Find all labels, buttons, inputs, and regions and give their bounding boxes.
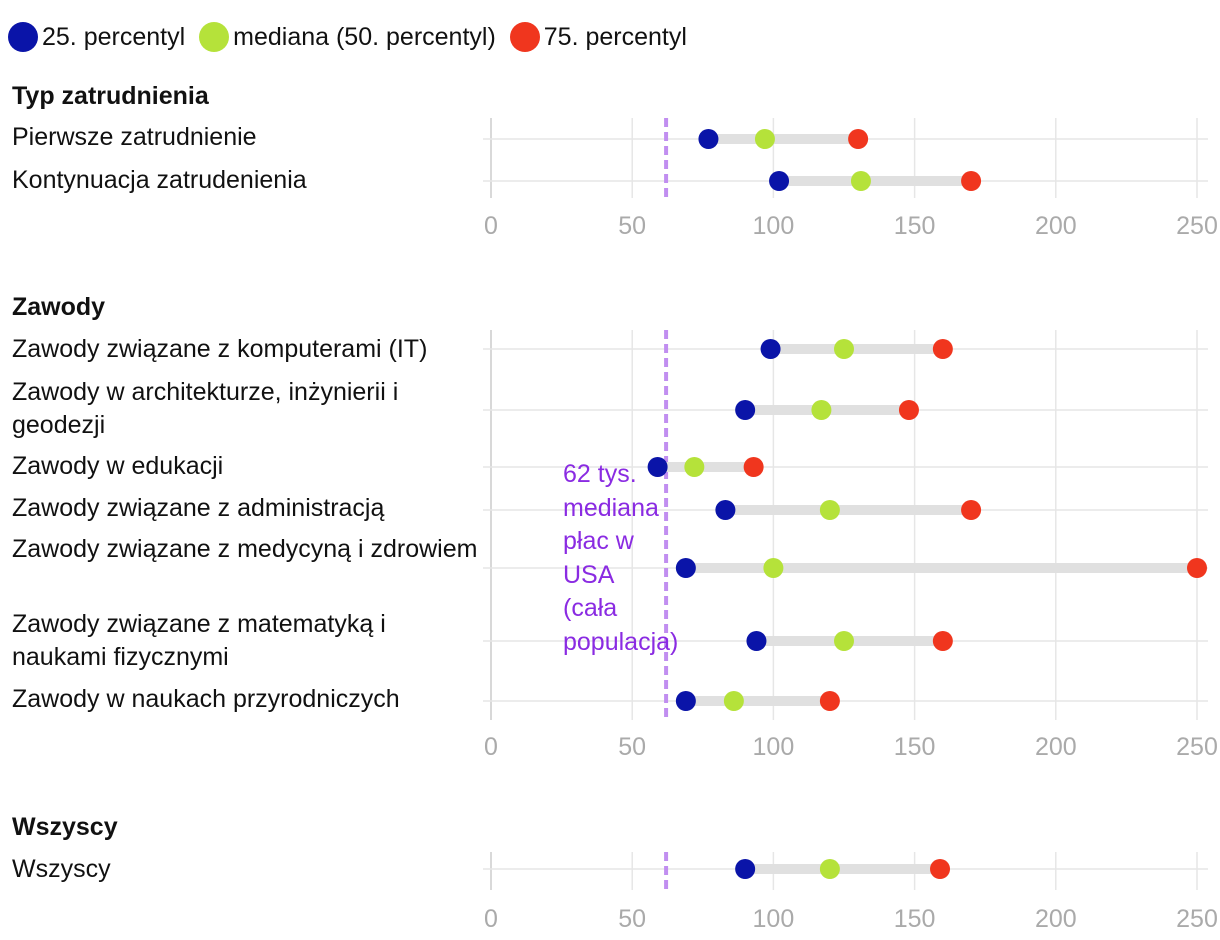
x-tick-label-occupations-50: 50 [618,733,646,761]
x-tick-label-all-0: 0 [484,905,498,933]
x-tick-label-occupations-200: 200 [1035,733,1077,761]
row-label-continued-employment: Kontynuacja zatrudenienia [12,166,307,194]
x-tick-label-employment-type-250: 250 [1176,212,1218,240]
row-label-medicine-health: Zawody związane z medycyną i zdrowiem [12,535,478,563]
dot-p75-occupations-6 [819,691,840,711]
dot-p50-occupations-4 [763,558,784,578]
chart-legend: 25. percentyl mediana (50. percentyl) 75… [8,20,701,54]
row-label-architecture-engineering: Zawody w architekturze, inżynierii i geo… [12,378,399,439]
dot-p25-employment-type-0 [698,129,719,149]
dot-p50-occupations-5 [834,631,854,651]
legend-label-p50: mediana (50. percentyl) [233,22,496,51]
dot-p75-all-0 [930,859,951,879]
x-tick-label-all-100: 100 [753,905,795,933]
section-title-all: Wszyscy [12,813,118,841]
dot-p25-occupations-3 [715,500,736,520]
dot-p75-employment-type-0 [848,129,869,149]
legend-item-p75: 75. percentyl [509,22,687,52]
row-label-all: Wszyscy [12,855,111,883]
dot-p50-occupations-1 [811,400,832,420]
x-tick-label-employment-type-100: 100 [753,212,795,240]
median-annotation: 62 tys. mediana płac w USA (cała populac… [563,460,679,656]
legend-dot-p75 [509,22,540,52]
dot-p50-occupations-3 [819,500,840,520]
dot-p75-employment-type-1 [961,171,982,191]
legend-label-p25: 25. percentyl [42,22,186,51]
x-tick-label-all-200: 200 [1035,905,1077,933]
x-tick-label-employment-type-150: 150 [894,212,936,240]
row-label-first-employment: Pierwsze zatrudnienie [12,123,257,151]
dot-p25-all-0 [735,859,756,879]
x-tick-label-occupations-250: 250 [1176,733,1218,761]
dot-p50-occupations-2 [684,457,705,477]
x-tick-label-all-50: 50 [618,905,646,933]
dot-p50-employment-type-0 [754,129,775,149]
row-label-it: Zawody związane z komputerami (IT) [12,335,428,363]
x-tick-label-all-150: 150 [894,905,936,933]
dot-p75-occupations-3 [961,500,982,520]
dot-p25-occupations-4 [675,558,696,578]
legend-item-p50: mediana (50. percentyl) [199,22,496,52]
x-tick-label-employment-type-0: 0 [484,212,498,240]
dot-p25-occupations-6 [675,691,696,711]
row-label-education: Zawody w edukacji [12,452,224,480]
dot-p50-occupations-6 [723,691,744,711]
row-label-administration: Zawody związane z administracją [12,494,385,522]
dot-p50-occupations-0 [834,339,854,359]
x-tick-label-employment-type-50: 50 [618,212,646,240]
legend-item-p25: 25. percentyl [8,22,185,52]
dot-p75-occupations-0 [932,339,953,359]
legend-dot-p50 [199,22,230,52]
dot-p25-occupations-1 [735,400,756,420]
row-label-life-sciences: Zawody w naukach przyrodniczych [12,685,400,713]
dot-p50-employment-type-1 [850,171,871,191]
dot-p25-occupations-0 [760,339,781,359]
dot-p75-occupations-4 [1187,558,1207,578]
dot-p25-occupations-2 [647,457,668,477]
dot-p75-occupations-1 [898,400,919,420]
legend-label-p75: 75. percentyl [543,22,687,51]
x-tick-label-occupations-100: 100 [753,733,795,761]
legend-dot-p25 [8,22,38,52]
dot-p75-occupations-2 [743,457,764,477]
section-title-occupations: Zawody [12,293,106,321]
section-title-employment-type: Typ zatrudnienia [12,82,209,110]
row-label-math-physical-sciences: Zawody związane z matematyką i naukami f… [12,610,386,671]
dot-p75-occupations-5 [932,631,953,651]
x-tick-label-employment-type-200: 200 [1035,212,1077,240]
x-tick-label-all-250: 250 [1176,905,1218,933]
dot-p25-occupations-5 [746,631,767,651]
dot-p50-all-0 [819,859,840,879]
x-tick-label-occupations-0: 0 [484,733,498,761]
dot-p25-employment-type-1 [769,171,790,191]
x-tick-label-occupations-150: 150 [894,733,936,761]
